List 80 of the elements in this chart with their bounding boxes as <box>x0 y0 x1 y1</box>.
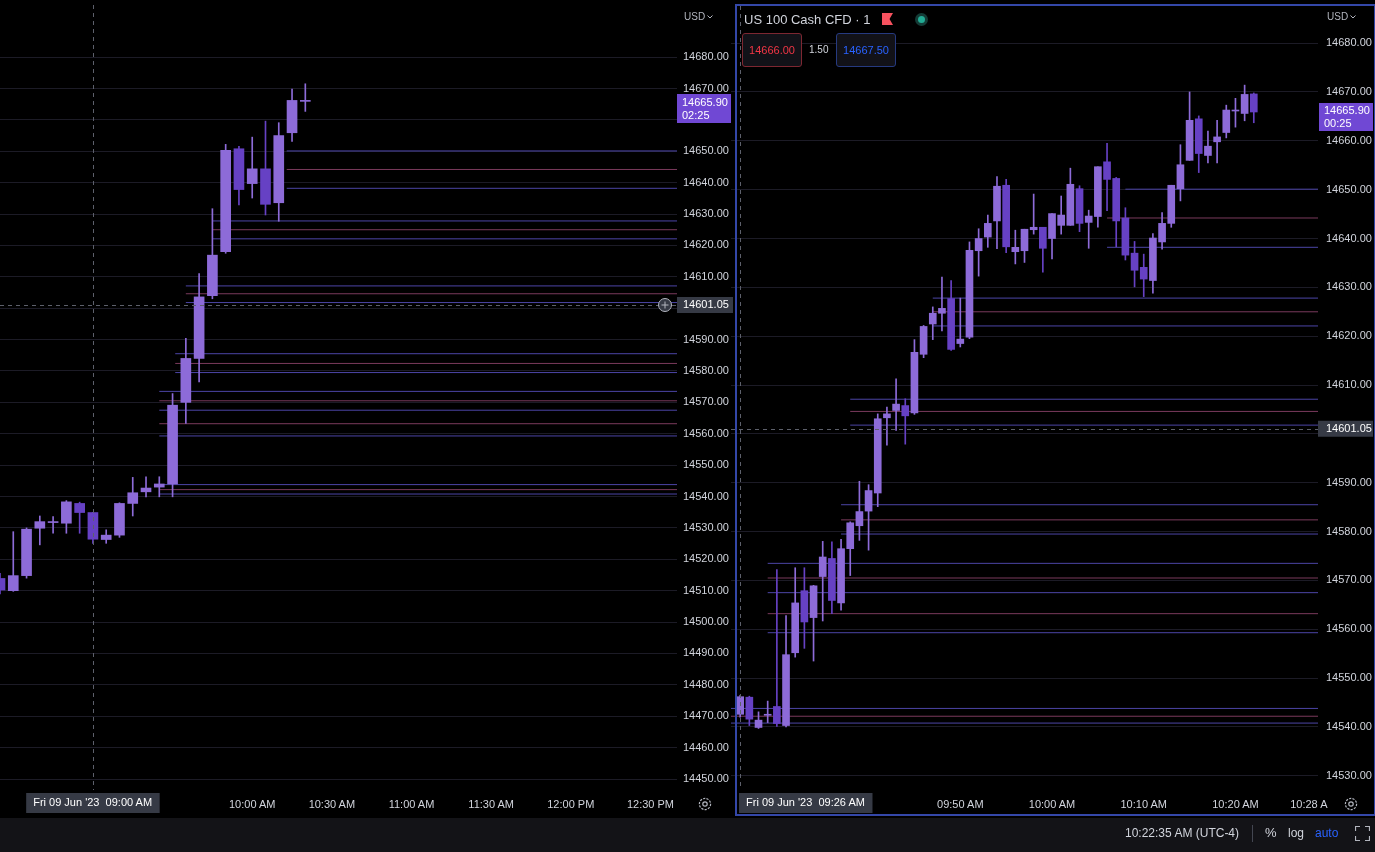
y-tick-label: 14570.00 <box>1326 573 1372 586</box>
y-tick-label: 14480.00 <box>683 677 729 690</box>
text: 14665.90 02:25 <box>677 94 731 123</box>
y-tick-label: 14550.00 <box>683 458 729 471</box>
y-tick-label: 14460.00 <box>683 740 729 753</box>
y-tick-label: 14530.00 <box>683 520 729 533</box>
text: log <box>1288 826 1305 840</box>
y-tick-label: 14670.00 <box>683 81 729 94</box>
text: 10:22:35 AM (UTC-4) <box>1125 826 1240 840</box>
x-tick-label: 10:00 AM <box>228 797 276 810</box>
y-tick-label: 14580.00 <box>1326 524 1372 537</box>
y-tick-label: 14560.00 <box>1326 622 1372 635</box>
y-axis-title: USD <box>684 11 706 22</box>
candlestick <box>956 297 965 348</box>
candlestick <box>892 378 900 431</box>
candlestick <box>7 531 19 592</box>
y-tick-label: 14620.00 <box>683 238 729 251</box>
text: 14665.90 00:25 <box>1319 103 1373 131</box>
candlestick <box>47 516 59 534</box>
x-tick-label: 10:00 AM <box>1028 797 1076 810</box>
y-tick-label: 14620.00 <box>1326 329 1372 342</box>
y-tick-label: 14660.00 <box>1326 133 1372 146</box>
candlestick <box>818 541 827 622</box>
annotation: 14666.00 <box>749 44 795 56</box>
x-tick-label: 09:50 AM <box>937 797 984 810</box>
candlestick <box>883 406 891 446</box>
ref-line-label: 14601.05 <box>683 297 729 310</box>
chart-title: US 100 Cash CFD · 1 <box>744 11 871 27</box>
price-button[interactable]: 14667.50 <box>836 33 896 67</box>
candlestick <box>299 83 311 112</box>
ref-line-label: Fri 09 Jun '23 09:00 AM <box>33 796 153 809</box>
candlestick <box>773 569 781 727</box>
y-axis-title: USD <box>1327 11 1349 22</box>
y-tick-label: 14650.00 <box>1326 182 1372 195</box>
y-tick-label: 14640.00 <box>683 175 729 188</box>
y-tick-label: 14680.00 <box>1326 36 1372 49</box>
candlestick <box>1011 229 1020 265</box>
candlestick <box>763 700 772 723</box>
x-tick-label: 10:30 AM <box>308 797 356 810</box>
x-tick-label: 11:00 AM <box>388 797 435 810</box>
annotation: 1.50 <box>809 44 829 55</box>
y-tick-label: 14650.00 <box>683 144 729 157</box>
y-tick-label: 14550.00 <box>1326 671 1372 684</box>
y-tick-label: 14630.00 <box>1326 280 1372 293</box>
text: % <box>1265 825 1277 840</box>
ref-line-label: 14601.05 <box>1326 421 1372 434</box>
y-tick-label: 14680.00 <box>683 50 729 63</box>
y-tick-label: 14610.00 <box>683 269 729 282</box>
y-tick-label: 14540.00 <box>1326 720 1372 733</box>
y-tick-label: 14520.00 <box>683 552 729 565</box>
y-tick-label: 14610.00 <box>1326 378 1372 391</box>
x-tick-label: 11:30 AM <box>468 797 514 810</box>
text: auto <box>1315 826 1339 840</box>
ref-line-label: Fri 09 Jun '23 09:26 AM <box>746 796 865 809</box>
y-tick-label: 14670.00 <box>1326 85 1372 97</box>
candlestick <box>246 136 258 199</box>
y-tick-label: 14490.00 <box>683 646 729 659</box>
candlestick <box>901 398 910 445</box>
y-tick-label: 14580.00 <box>683 364 729 377</box>
y-tick-label: 14560.00 <box>683 426 729 439</box>
y-tick-label: 14630.00 <box>683 207 729 220</box>
x-tick-label: 12:30 PM <box>626 797 674 810</box>
y-tick-label: 14450.00 <box>683 772 729 785</box>
price-button[interactable]: 14666.00 <box>742 33 802 67</box>
y-tick-label: 14640.00 <box>1326 231 1372 244</box>
y-tick-label: 14530.00 <box>1326 768 1372 781</box>
x-tick-label: 12:00 PM <box>547 797 595 810</box>
y-tick-label: 14570.00 <box>683 395 729 408</box>
candlestick <box>1029 193 1038 235</box>
x-tick-label: 10:28 A <box>1290 797 1329 810</box>
y-tick-label: 14500.00 <box>683 615 729 628</box>
x-tick-label: 10:20 AM <box>1212 797 1259 810</box>
y-tick-label: 14590.00 <box>683 332 729 345</box>
y-tick-label: 14540.00 <box>683 489 729 502</box>
y-tick-label: 14470.00 <box>683 709 729 722</box>
y-tick-label: 14510.00 <box>683 583 729 596</box>
y-tick-label: 14590.00 <box>1326 475 1372 488</box>
x-tick-label: 10:10 AM <box>1120 797 1167 810</box>
annotation: 14667.50 <box>843 44 889 56</box>
candlestick <box>1213 119 1221 164</box>
